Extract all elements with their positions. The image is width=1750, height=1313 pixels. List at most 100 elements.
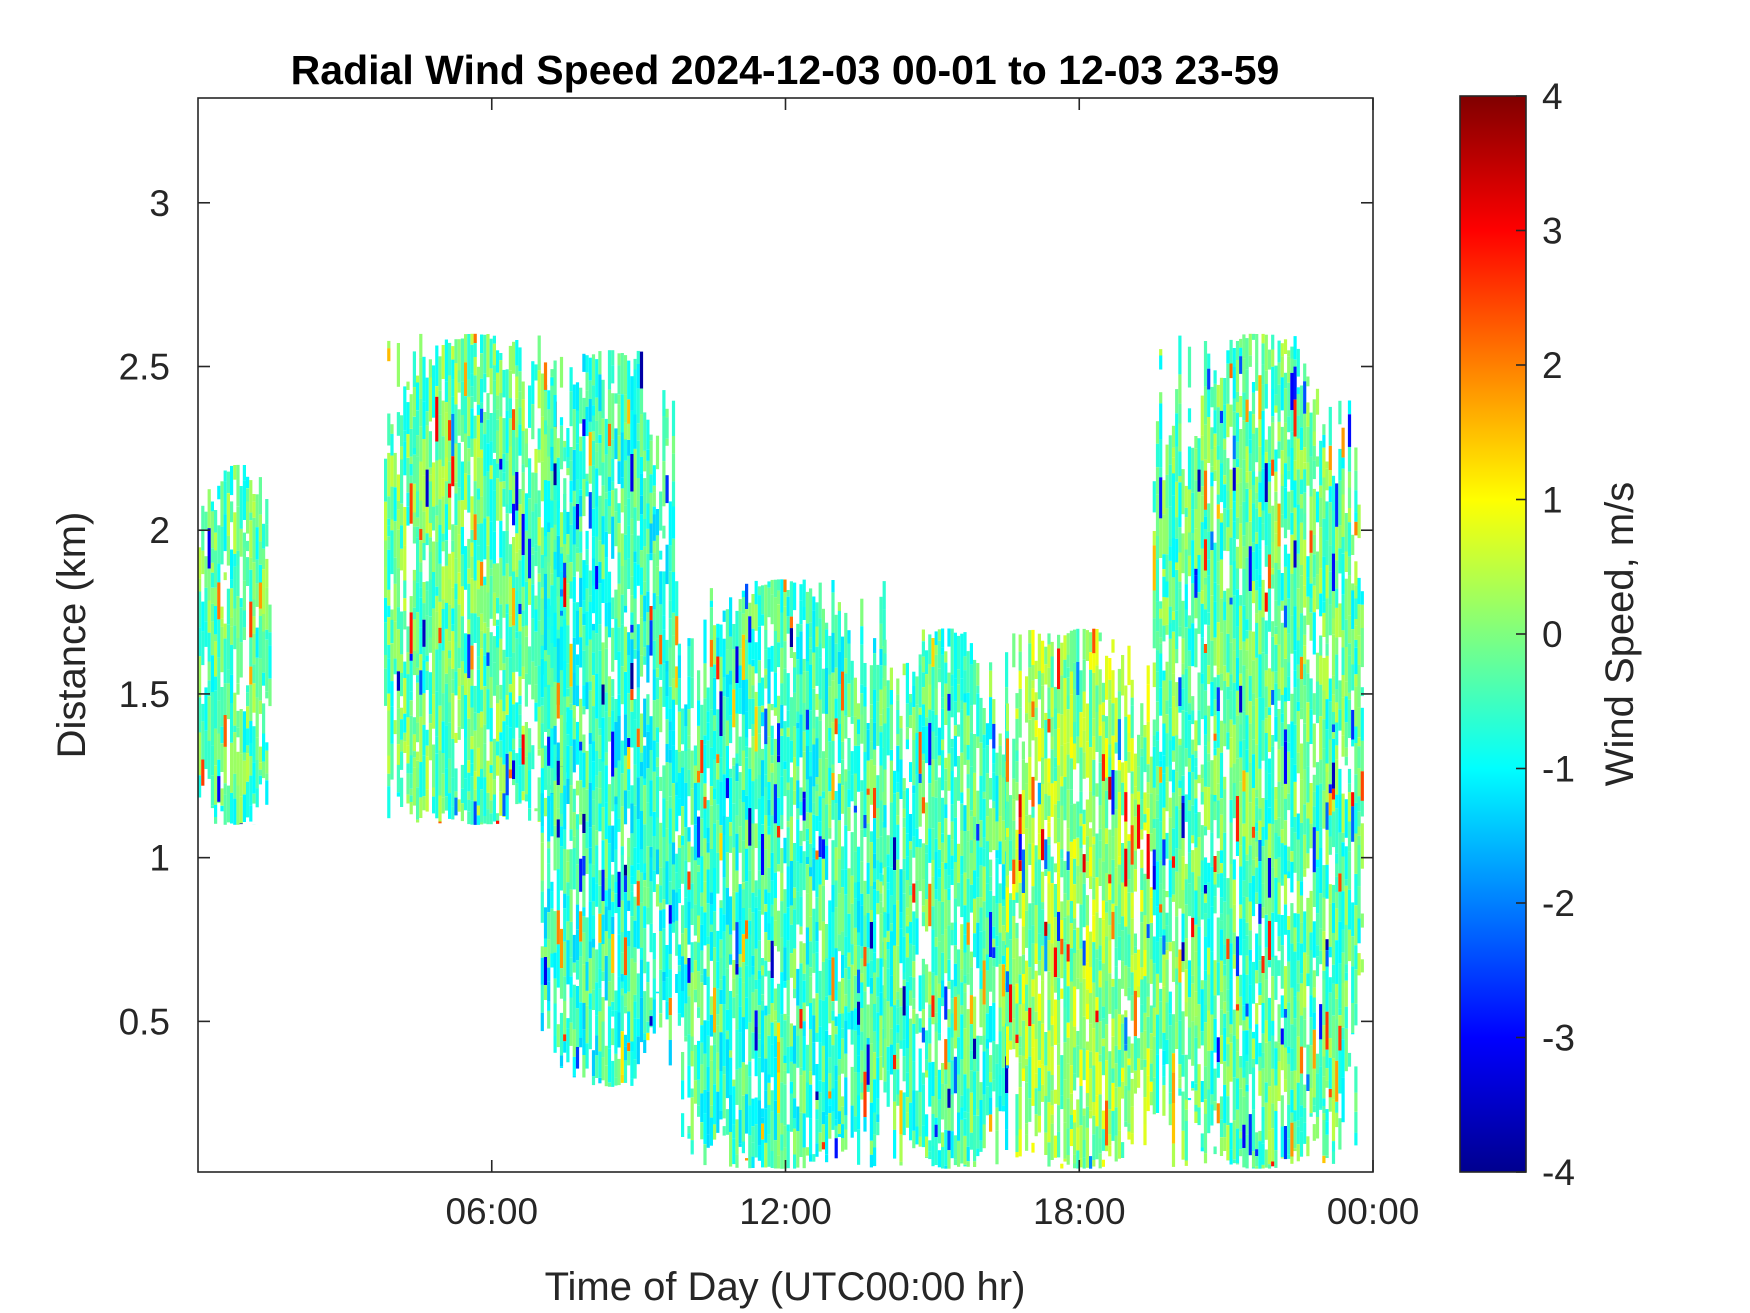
heatmap-cell <box>643 621 647 648</box>
heatmap-cell <box>614 767 618 797</box>
heatmap-cell <box>499 699 503 733</box>
heatmap-cell <box>627 632 631 656</box>
heatmap-cell <box>572 812 576 837</box>
heatmap-cell <box>805 623 809 662</box>
heatmap-cell <box>457 686 461 700</box>
heatmap-cell <box>639 762 644 777</box>
heatmap-cell <box>1187 615 1192 629</box>
heatmap-cell <box>1155 740 1160 767</box>
heatmap-cell <box>1053 1089 1057 1104</box>
heatmap-cell <box>236 550 240 566</box>
heatmap-cell <box>1101 1159 1105 1167</box>
heatmap-cell <box>579 553 583 578</box>
heatmap-cell <box>783 641 787 669</box>
heatmap-cell <box>559 813 564 827</box>
heatmap-cell <box>1037 933 1041 961</box>
heatmap-cell <box>748 1022 752 1062</box>
heatmap-cell <box>985 773 989 817</box>
heatmap-cell <box>627 1051 631 1066</box>
heatmap-cell <box>687 1034 691 1066</box>
heatmap-cell <box>627 1042 631 1052</box>
heatmap-cell <box>1041 1064 1045 1085</box>
heatmap-cell <box>598 540 602 562</box>
heatmap-cell <box>230 626 234 645</box>
heatmap-cell <box>879 901 883 914</box>
heatmap-cell <box>896 1069 900 1095</box>
heatmap-cell <box>448 483 452 498</box>
heatmap-cell <box>396 412 400 436</box>
heatmap-cell <box>435 541 439 587</box>
heatmap-cell <box>738 826 742 853</box>
heatmap-cell <box>639 456 644 474</box>
heatmap-cell <box>1152 545 1156 591</box>
heatmap-cell <box>607 1082 612 1087</box>
heatmap-cell <box>1162 807 1166 840</box>
heatmap-cell <box>767 834 771 868</box>
heatmap-cell <box>572 1075 576 1078</box>
heatmap-cell <box>893 1016 897 1055</box>
heatmap-cell <box>1005 731 1009 739</box>
heatmap-cell <box>1063 716 1067 744</box>
heatmap-cell <box>1133 990 1137 1037</box>
heatmap-cell <box>416 382 420 411</box>
heatmap-cell <box>671 481 676 507</box>
heatmap-cell <box>1146 878 1150 924</box>
heatmap-cell <box>575 685 580 707</box>
heatmap-cell <box>524 493 528 531</box>
heatmap-cell <box>1191 772 1195 806</box>
heatmap-cell <box>630 595 634 613</box>
heatmap-cell <box>524 756 528 795</box>
heatmap-cell <box>783 889 787 914</box>
heatmap-cell <box>837 724 841 763</box>
heatmap-cell <box>934 631 938 645</box>
heatmap-cell <box>973 1161 977 1167</box>
heatmap-cell <box>947 875 951 889</box>
heatmap-cell <box>896 1024 900 1033</box>
heatmap-cell <box>770 579 774 595</box>
heatmap-cell <box>1005 836 1009 876</box>
heatmap-cell <box>950 1013 954 1038</box>
heatmap-cell <box>1133 933 1137 947</box>
heatmap-cell <box>732 757 736 766</box>
heatmap-cell <box>611 516 615 559</box>
heatmap-cell <box>844 968 848 995</box>
heatmap-cell <box>973 816 977 840</box>
heatmap-cell <box>623 534 628 560</box>
heatmap-cell <box>489 465 493 479</box>
heatmap-cell <box>770 1003 774 1023</box>
heatmap-cell <box>566 554 570 564</box>
heatmap-cell <box>534 609 538 632</box>
heatmap-cell <box>1092 836 1096 845</box>
heatmap-cell <box>995 850 999 859</box>
heatmap-cell <box>1015 922 1019 939</box>
heatmap-cell <box>675 974 679 993</box>
heatmap-cell <box>636 973 640 1019</box>
heatmap-cell <box>582 964 586 1003</box>
heatmap-cell <box>1108 874 1112 884</box>
heatmap-cell <box>831 1088 835 1112</box>
heatmap-cell <box>748 1061 752 1077</box>
heatmap-cell <box>882 581 886 610</box>
heatmap-cell <box>866 823 870 836</box>
heatmap-cell <box>992 947 996 959</box>
heatmap-cell <box>643 450 647 472</box>
heatmap-cell <box>1146 1048 1150 1076</box>
heatmap-cell <box>786 821 790 828</box>
heatmap-cell <box>850 944 854 965</box>
heatmap-cell <box>540 842 544 881</box>
heatmap-cell <box>1137 949 1141 987</box>
heatmap-cell <box>201 550 205 575</box>
heatmap-cell <box>665 544 669 585</box>
heatmap-cell <box>387 549 391 590</box>
heatmap-cell <box>757 910 761 941</box>
heatmap-cell <box>390 455 394 487</box>
heatmap-cell <box>403 661 407 678</box>
heatmap-cell <box>928 684 932 710</box>
heatmap-cell <box>802 1002 806 1022</box>
heatmap-cell <box>591 915 596 939</box>
heatmap-cell <box>1044 646 1048 665</box>
heatmap-cell <box>941 862 945 902</box>
heatmap-cell <box>729 934 733 955</box>
heatmap-cell <box>960 633 964 679</box>
heatmap-cell <box>515 472 519 511</box>
